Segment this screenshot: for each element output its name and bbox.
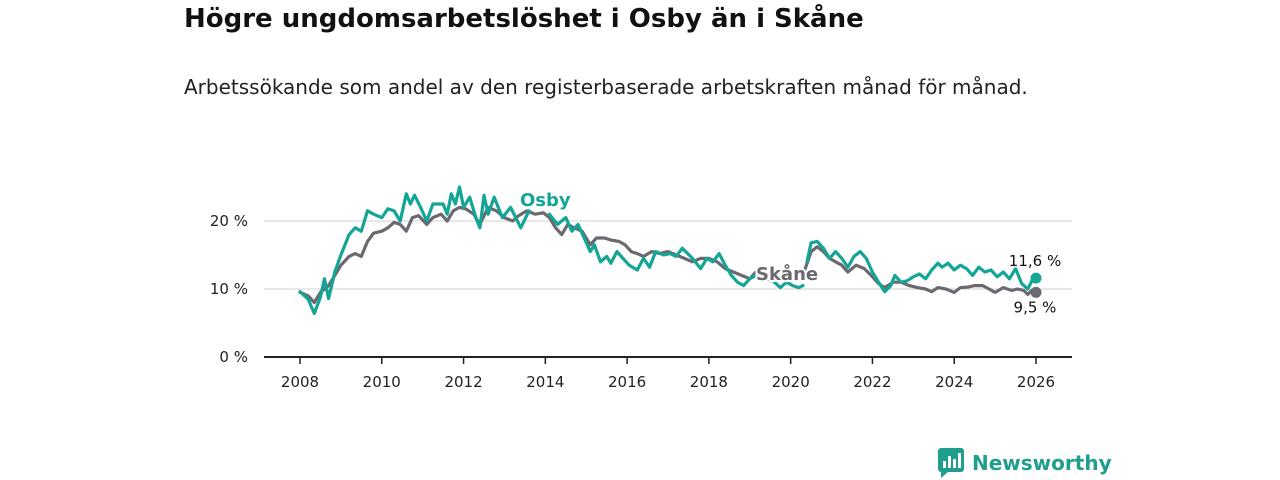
brand-name: Newsworthy <box>972 451 1112 475</box>
x-tick-label: 2012 <box>444 373 482 391</box>
labels: Osby Skåne 11,6 % 9,5 % <box>518 188 1063 318</box>
series-lines <box>298 185 1042 316</box>
axes: 0 % 10 % 20 % 2008 2010 2012 2014 2016 2018 2020 2… <box>210 212 1072 391</box>
chart-subtitle: Arbetssökande som andel av den registerb… <box>184 75 1028 99</box>
x-tick-label: 2024 <box>935 373 973 391</box>
y-tick-label: 0 % <box>219 348 248 366</box>
end-point-osby <box>1030 272 1042 284</box>
x-tick-label: 2010 <box>363 373 401 391</box>
x-tick-label: 2020 <box>772 373 810 391</box>
end-point-skane <box>1030 286 1042 298</box>
series-label-skane: Skåne <box>756 263 818 285</box>
end-value-osby: 11,6 % <box>1009 252 1061 270</box>
series-line-osby <box>547 212 805 290</box>
series-line-osby <box>298 185 531 316</box>
series-label-osby: Osby <box>520 190 571 211</box>
series-line-osby <box>805 239 1038 294</box>
x-tick-label: 2014 <box>526 373 564 391</box>
y-tick-label: 10 % <box>210 280 248 298</box>
x-tick-label: 2022 <box>853 373 891 391</box>
x-tick-label: 2008 <box>281 373 319 391</box>
newsworthy-logo-icon <box>938 448 964 478</box>
brand-logo[interactable]: Newsworthy <box>938 448 1112 478</box>
x-tick-label: 2016 <box>608 373 646 391</box>
end-value-skane: 9,5 % <box>1014 298 1057 316</box>
chart-title: Högre ungdomsarbetslöshet i Osby än i Sk… <box>184 4 864 34</box>
x-tick-label: 2018 <box>690 373 728 391</box>
y-tick-label: 20 % <box>210 212 248 230</box>
x-tick-label: 2026 <box>1017 373 1055 391</box>
